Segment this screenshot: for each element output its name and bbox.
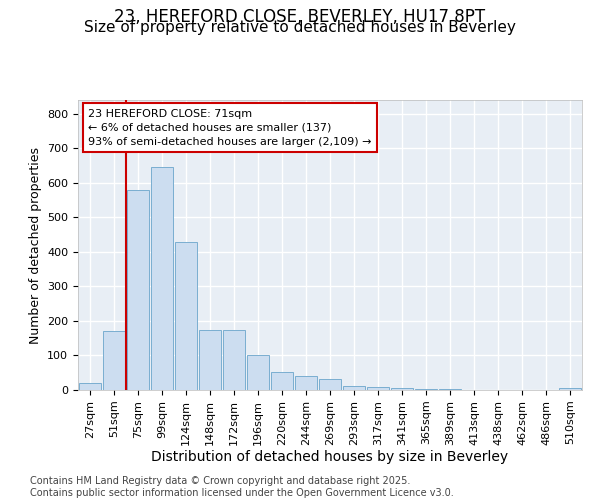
Bar bbox=[151, 168, 173, 390]
Bar bbox=[319, 378, 341, 390]
Text: 23 HEREFORD CLOSE: 71sqm
← 6% of detached houses are smaller (137)
93% of semi-d: 23 HEREFORD CLOSE: 71sqm ← 6% of detache… bbox=[88, 108, 371, 146]
Bar bbox=[415, 389, 437, 390]
Text: Size of property relative to detached houses in Beverley: Size of property relative to detached ho… bbox=[84, 20, 516, 35]
Bar bbox=[295, 376, 317, 390]
Bar bbox=[559, 388, 581, 390]
Bar bbox=[199, 330, 221, 390]
Bar bbox=[79, 383, 101, 390]
Bar bbox=[223, 330, 245, 390]
Text: 23, HEREFORD CLOSE, BEVERLEY, HU17 8PT: 23, HEREFORD CLOSE, BEVERLEY, HU17 8PT bbox=[115, 8, 485, 26]
X-axis label: Distribution of detached houses by size in Beverley: Distribution of detached houses by size … bbox=[151, 450, 509, 464]
Bar bbox=[343, 386, 365, 390]
Bar bbox=[391, 388, 413, 390]
Bar bbox=[127, 190, 149, 390]
Bar bbox=[103, 332, 125, 390]
Bar bbox=[271, 372, 293, 390]
Bar bbox=[247, 356, 269, 390]
Bar bbox=[367, 387, 389, 390]
Text: Contains HM Land Registry data © Crown copyright and database right 2025.
Contai: Contains HM Land Registry data © Crown c… bbox=[30, 476, 454, 498]
Bar bbox=[175, 242, 197, 390]
Y-axis label: Number of detached properties: Number of detached properties bbox=[29, 146, 41, 344]
